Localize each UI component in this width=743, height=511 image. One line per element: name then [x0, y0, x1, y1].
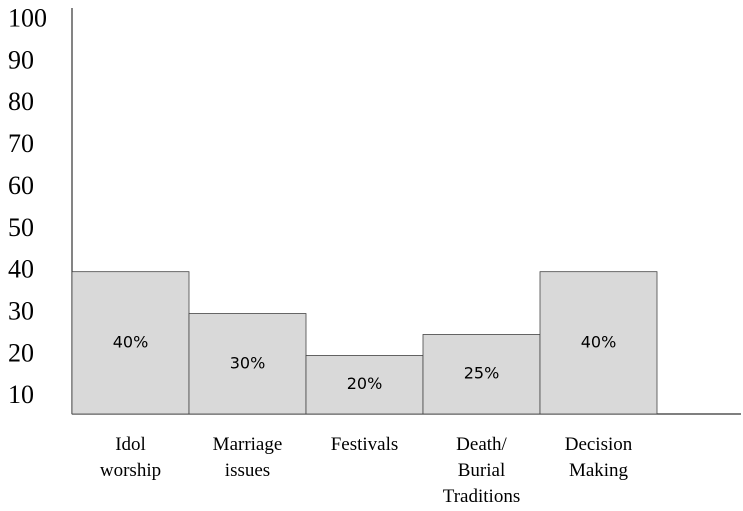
y-tick-label: 30: [8, 297, 34, 326]
x-tick-label: Idol worship: [100, 434, 161, 481]
value-label: 40%: [581, 332, 617, 351]
bar: [305, 355, 424, 415]
value-label: 25%: [464, 364, 500, 383]
y-tick-label: 60: [8, 171, 34, 200]
value-label: 20%: [347, 374, 383, 393]
value-label: 30%: [230, 353, 266, 372]
y-tick-label: 80: [8, 87, 34, 116]
bar: [71, 271, 190, 415]
x-tick-label: Death/Burial Traditions: [443, 434, 520, 507]
x-tick-label: Marriage issues: [213, 434, 283, 481]
y-tick-label: 100: [8, 4, 47, 33]
value-label: 40%: [113, 332, 149, 351]
y-tick-label: 90: [8, 45, 34, 74]
x-tick-label: Festivals: [331, 434, 399, 455]
bar: [539, 271, 658, 415]
x-tick-label: Decision Making: [565, 434, 633, 481]
bar: [422, 334, 541, 415]
y-tick-label: 40: [8, 255, 34, 284]
y-tick-label: 20: [8, 338, 34, 367]
y-tick-label: 70: [8, 129, 34, 158]
bar: [188, 313, 307, 415]
y-tick-label: 50: [8, 213, 34, 242]
y-tick-label: 10: [8, 380, 34, 409]
